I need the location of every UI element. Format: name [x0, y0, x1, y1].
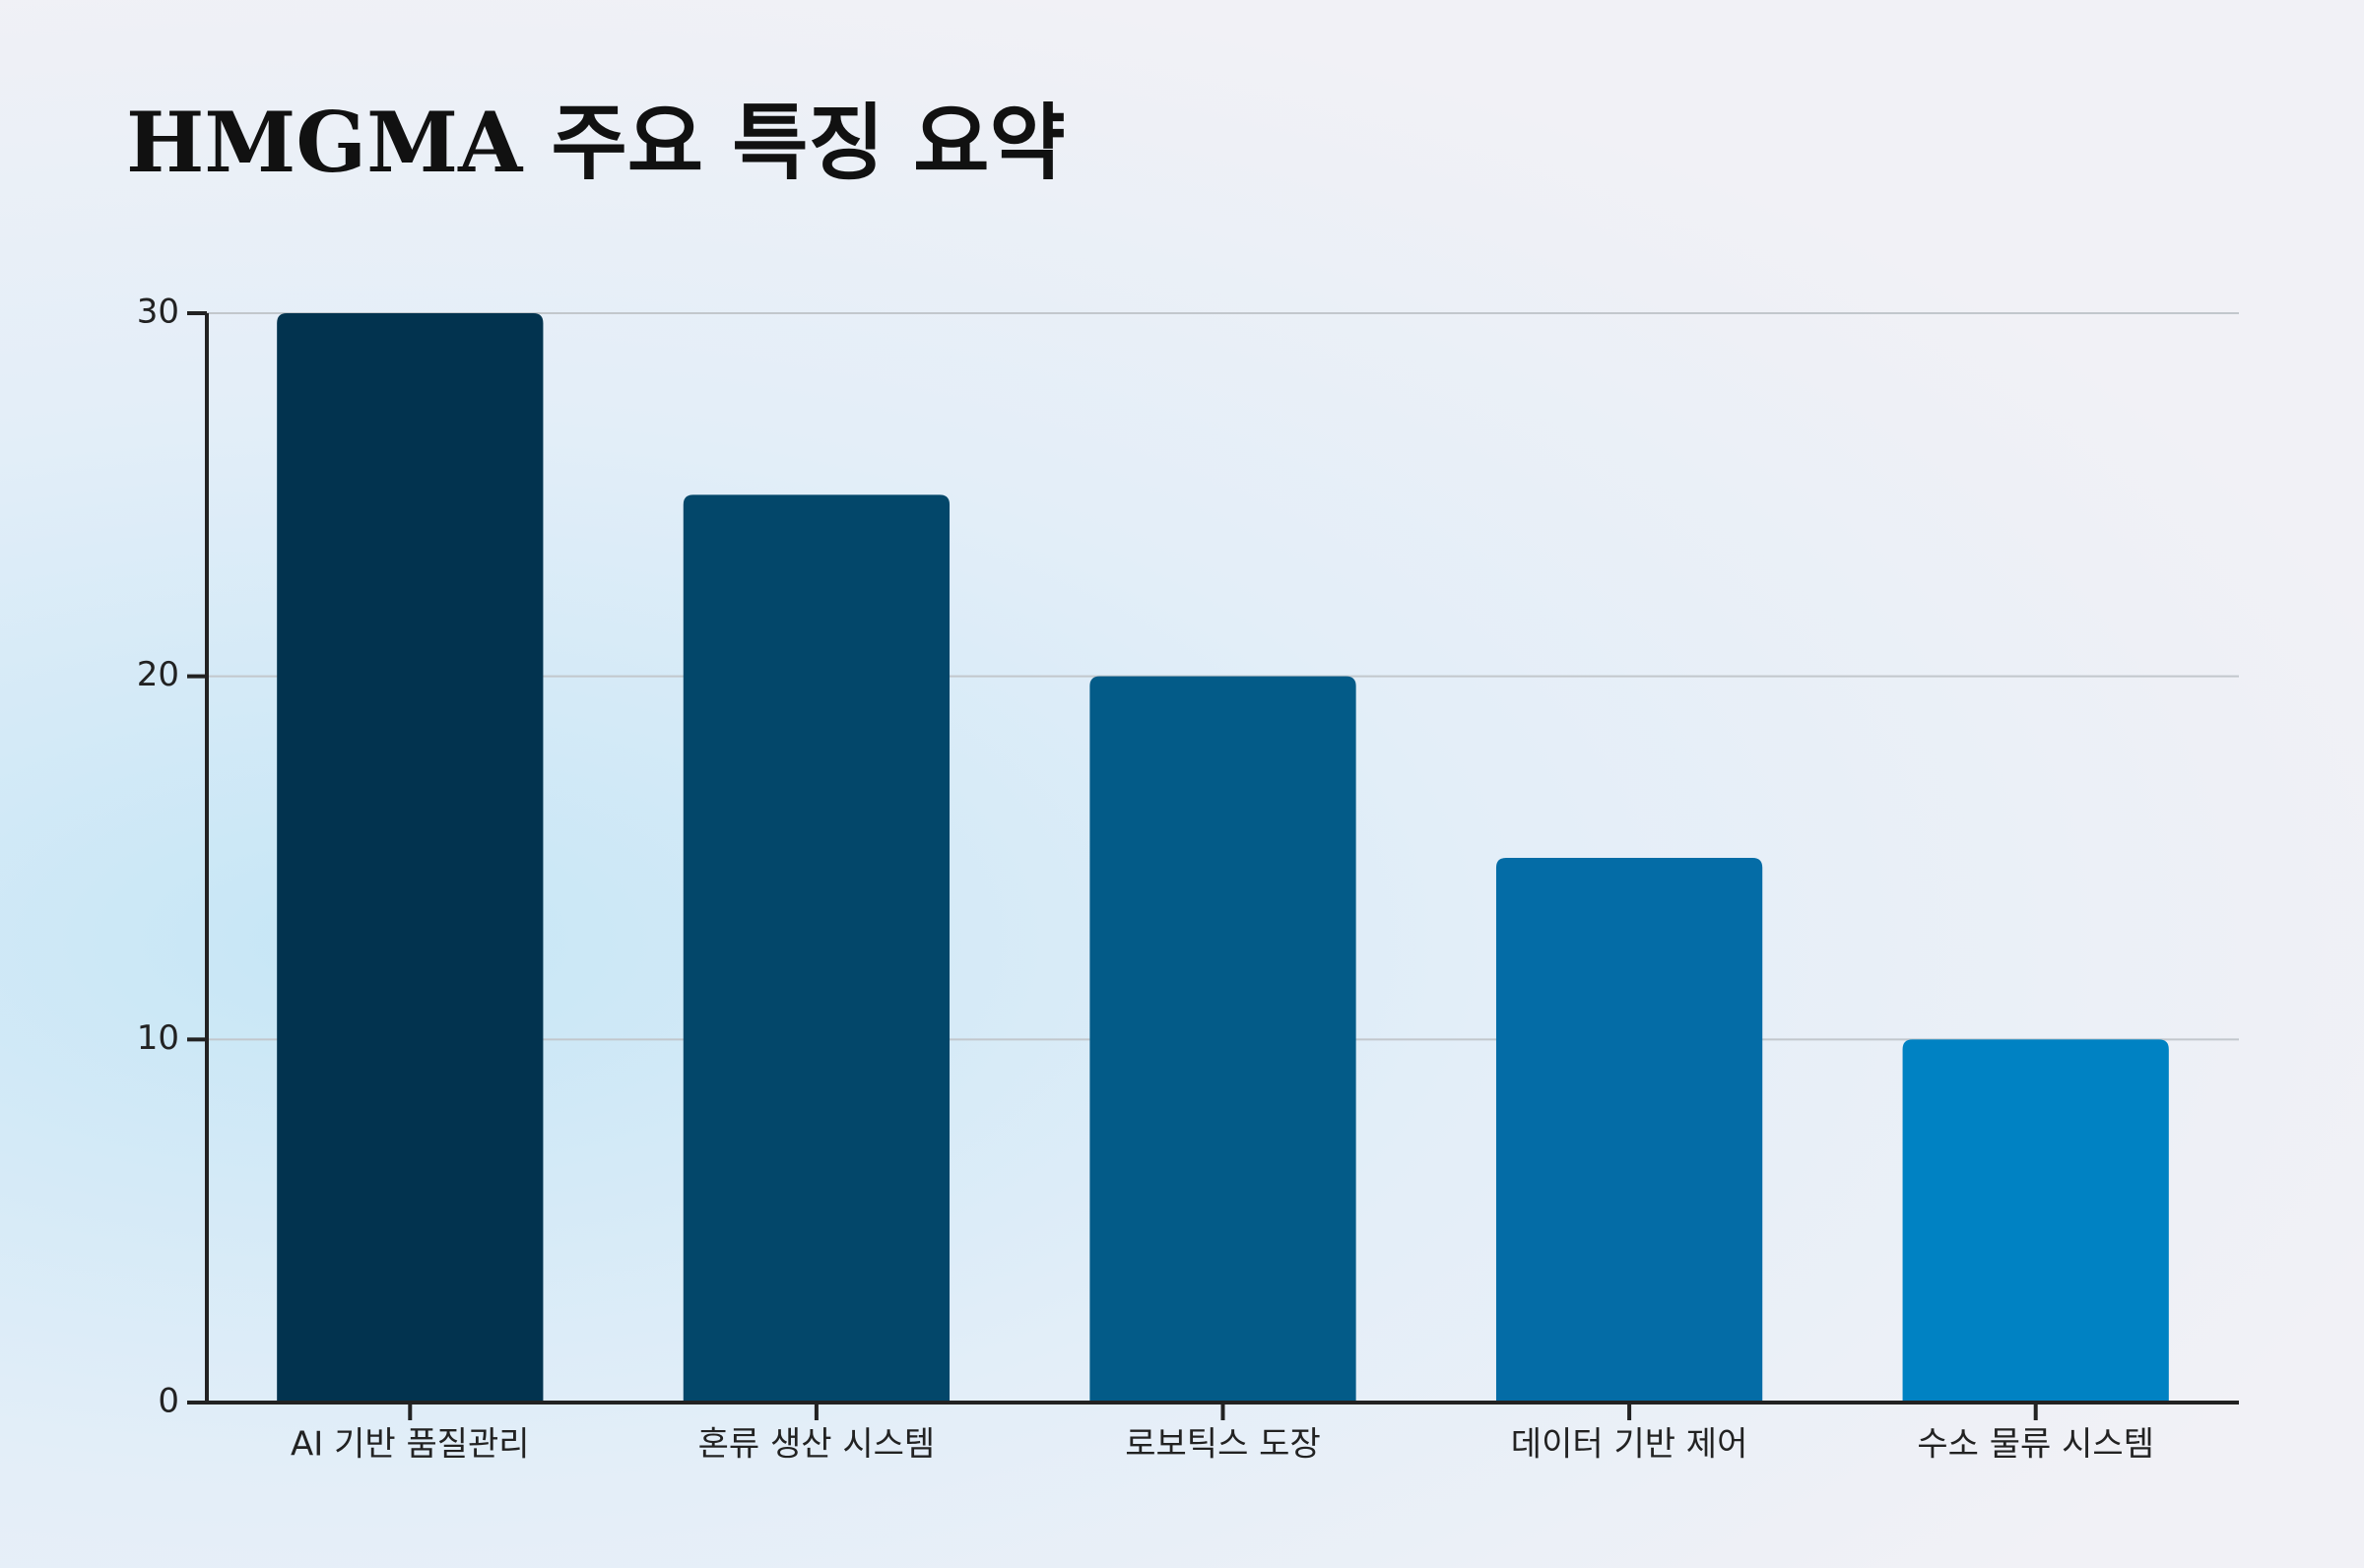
bar — [277, 313, 544, 1403]
bar — [683, 494, 951, 1403]
chart-title: HMGMA 주요 특징 요약 — [126, 94, 1066, 191]
y-tick-label: 0 — [158, 1382, 179, 1421]
bar — [1089, 676, 1356, 1403]
x-tick-label: AI 기반 품질관리 — [291, 1425, 530, 1465]
x-tick-label: 로보틱스 도장 — [1125, 1425, 1321, 1465]
y-tick-label: 10 — [137, 1018, 179, 1058]
x-tick-label: 혼류 생산 시스템 — [698, 1425, 936, 1465]
y-tick-label: 30 — [137, 293, 179, 332]
bar — [1495, 858, 1763, 1403]
x-tick-label: 데이터 기반 제어 — [1511, 1425, 1748, 1465]
x-tick-label: 수소 물류 시스템 — [1917, 1425, 2154, 1465]
y-tick-label: 20 — [137, 655, 179, 694]
bar — [1902, 1039, 2169, 1403]
